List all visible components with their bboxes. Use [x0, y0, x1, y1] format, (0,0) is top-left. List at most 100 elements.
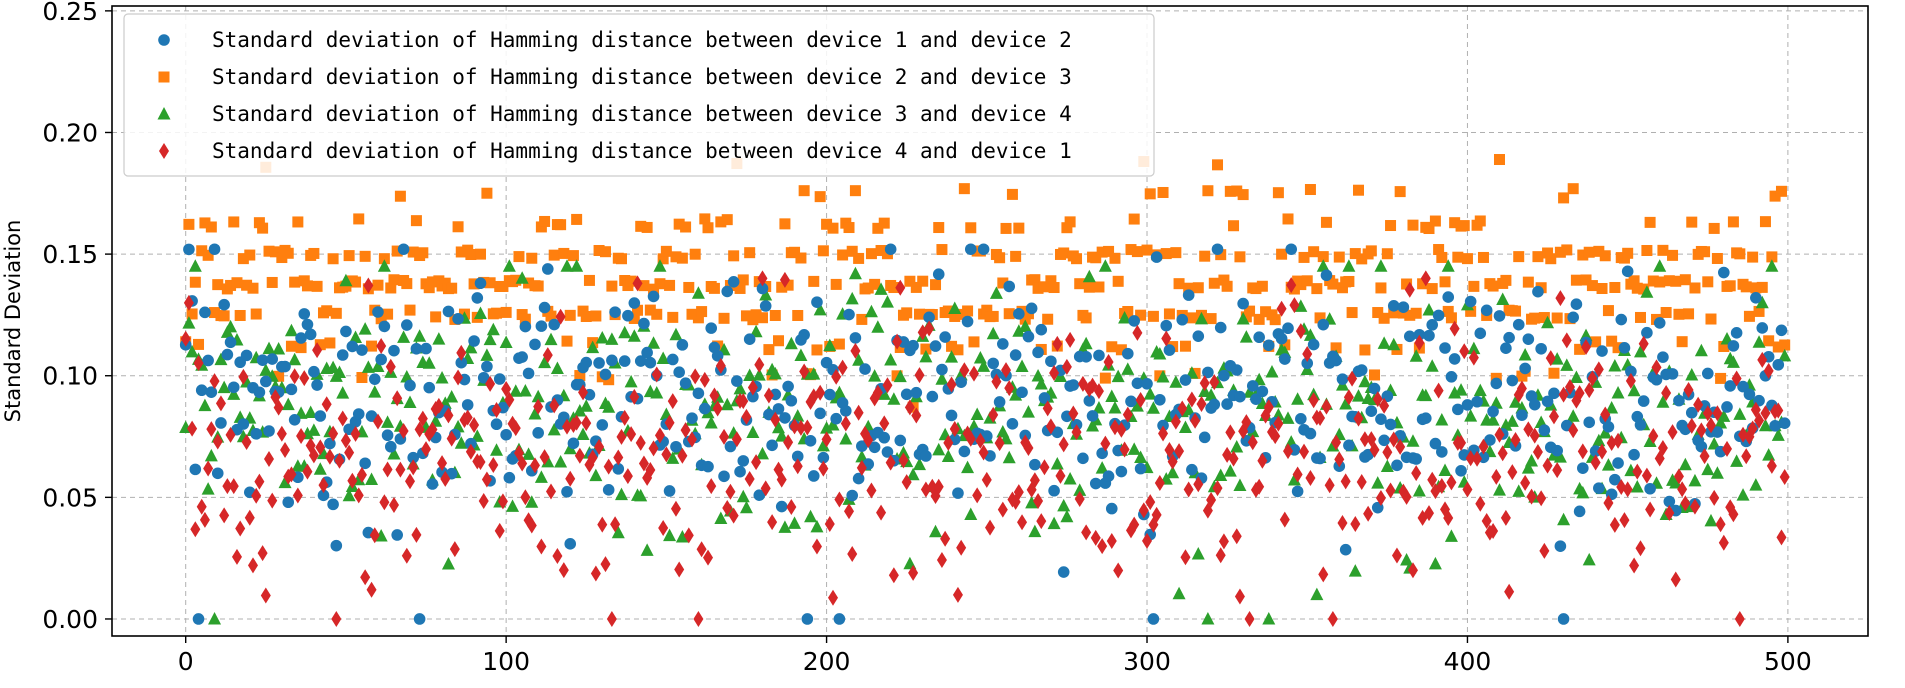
data-point	[538, 355, 552, 369]
data-point	[1414, 334, 1425, 351]
data-point	[1728, 506, 1739, 523]
data-point	[247, 557, 258, 574]
data-point	[1118, 311, 1132, 324]
data-point	[763, 344, 775, 356]
data-point	[187, 420, 198, 437]
data-point	[1766, 251, 1778, 263]
data-point	[186, 308, 198, 320]
data-point	[1696, 422, 1707, 439]
data-point	[1218, 274, 1230, 286]
data-point	[864, 304, 878, 318]
data-point	[872, 384, 883, 401]
data-point	[626, 426, 637, 443]
data-point	[1590, 336, 1602, 348]
data-point	[343, 250, 355, 262]
data-point	[1239, 330, 1253, 343]
data-point	[613, 449, 624, 466]
data-point	[1685, 367, 1699, 381]
data-point	[376, 337, 387, 354]
data-point	[749, 324, 763, 338]
data-point	[1493, 154, 1505, 166]
data-point	[1523, 421, 1534, 438]
data-point	[1599, 250, 1611, 262]
data-point	[1600, 406, 1611, 423]
data-point	[728, 507, 739, 524]
data-point	[1487, 280, 1499, 292]
data-point	[1169, 375, 1183, 388]
data-point	[595, 330, 609, 344]
data-point	[786, 499, 797, 516]
data-point	[676, 339, 689, 351]
data-point	[1673, 394, 1685, 407]
data-point	[353, 487, 364, 504]
data-point	[1419, 412, 1432, 424]
data-point	[1464, 409, 1478, 422]
data-point	[526, 517, 537, 534]
data-point	[397, 330, 411, 343]
data-point	[535, 320, 548, 332]
data-point	[1699, 246, 1711, 258]
data-point	[533, 398, 544, 415]
data-point	[1750, 282, 1762, 294]
data-point	[1186, 391, 1197, 408]
data-point	[333, 365, 347, 378]
data-point	[1292, 466, 1303, 483]
data-point	[468, 335, 480, 347]
data-point	[189, 276, 201, 288]
data-point	[311, 379, 323, 391]
data-point	[766, 439, 778, 452]
data-point	[606, 280, 618, 292]
data-point	[1625, 372, 1636, 389]
data-point	[292, 216, 304, 228]
data-point	[1115, 465, 1128, 478]
data-point	[1093, 383, 1104, 400]
data-point	[1340, 473, 1351, 490]
data-point	[935, 372, 949, 385]
data-point	[1622, 481, 1633, 498]
data-point	[1074, 278, 1086, 290]
data-point	[371, 359, 385, 372]
data-point	[256, 354, 269, 366]
data-point	[442, 305, 455, 318]
data-point	[1715, 516, 1726, 533]
data-point	[481, 471, 492, 488]
data-point	[699, 402, 711, 415]
data-point	[599, 368, 612, 381]
data-point	[368, 385, 382, 398]
data-point	[1550, 352, 1564, 365]
data-point	[478, 493, 489, 510]
data-point	[1205, 313, 1217, 325]
data-point	[1471, 395, 1483, 408]
data-point	[1456, 434, 1467, 451]
data-point	[1163, 344, 1176, 356]
data-point	[336, 386, 350, 399]
data-point	[417, 247, 429, 259]
data-point	[1375, 490, 1386, 507]
data-point	[1289, 297, 1300, 314]
data-point	[1423, 329, 1435, 342]
data-point	[356, 344, 368, 356]
data-point	[1449, 217, 1461, 229]
data-point	[895, 279, 906, 296]
x-tick-label: 100	[482, 647, 530, 676]
data-point	[1253, 331, 1265, 344]
data-point	[1603, 494, 1614, 511]
data-point	[941, 449, 955, 463]
data-point	[1644, 482, 1656, 495]
data-point	[1439, 342, 1451, 354]
data-point	[1138, 502, 1149, 519]
data-point	[994, 435, 1005, 452]
data-point	[483, 332, 497, 346]
data-point	[1294, 299, 1308, 312]
data-point	[785, 394, 798, 407]
data-point	[257, 545, 268, 562]
data-point	[1551, 444, 1563, 457]
data-point	[1678, 457, 1692, 471]
data-point	[1331, 434, 1342, 451]
data-point	[1223, 464, 1237, 477]
data-point	[1154, 393, 1166, 406]
data-point	[1760, 405, 1771, 422]
data-point	[589, 468, 603, 482]
data-point	[782, 380, 794, 393]
data-point	[1433, 382, 1444, 399]
